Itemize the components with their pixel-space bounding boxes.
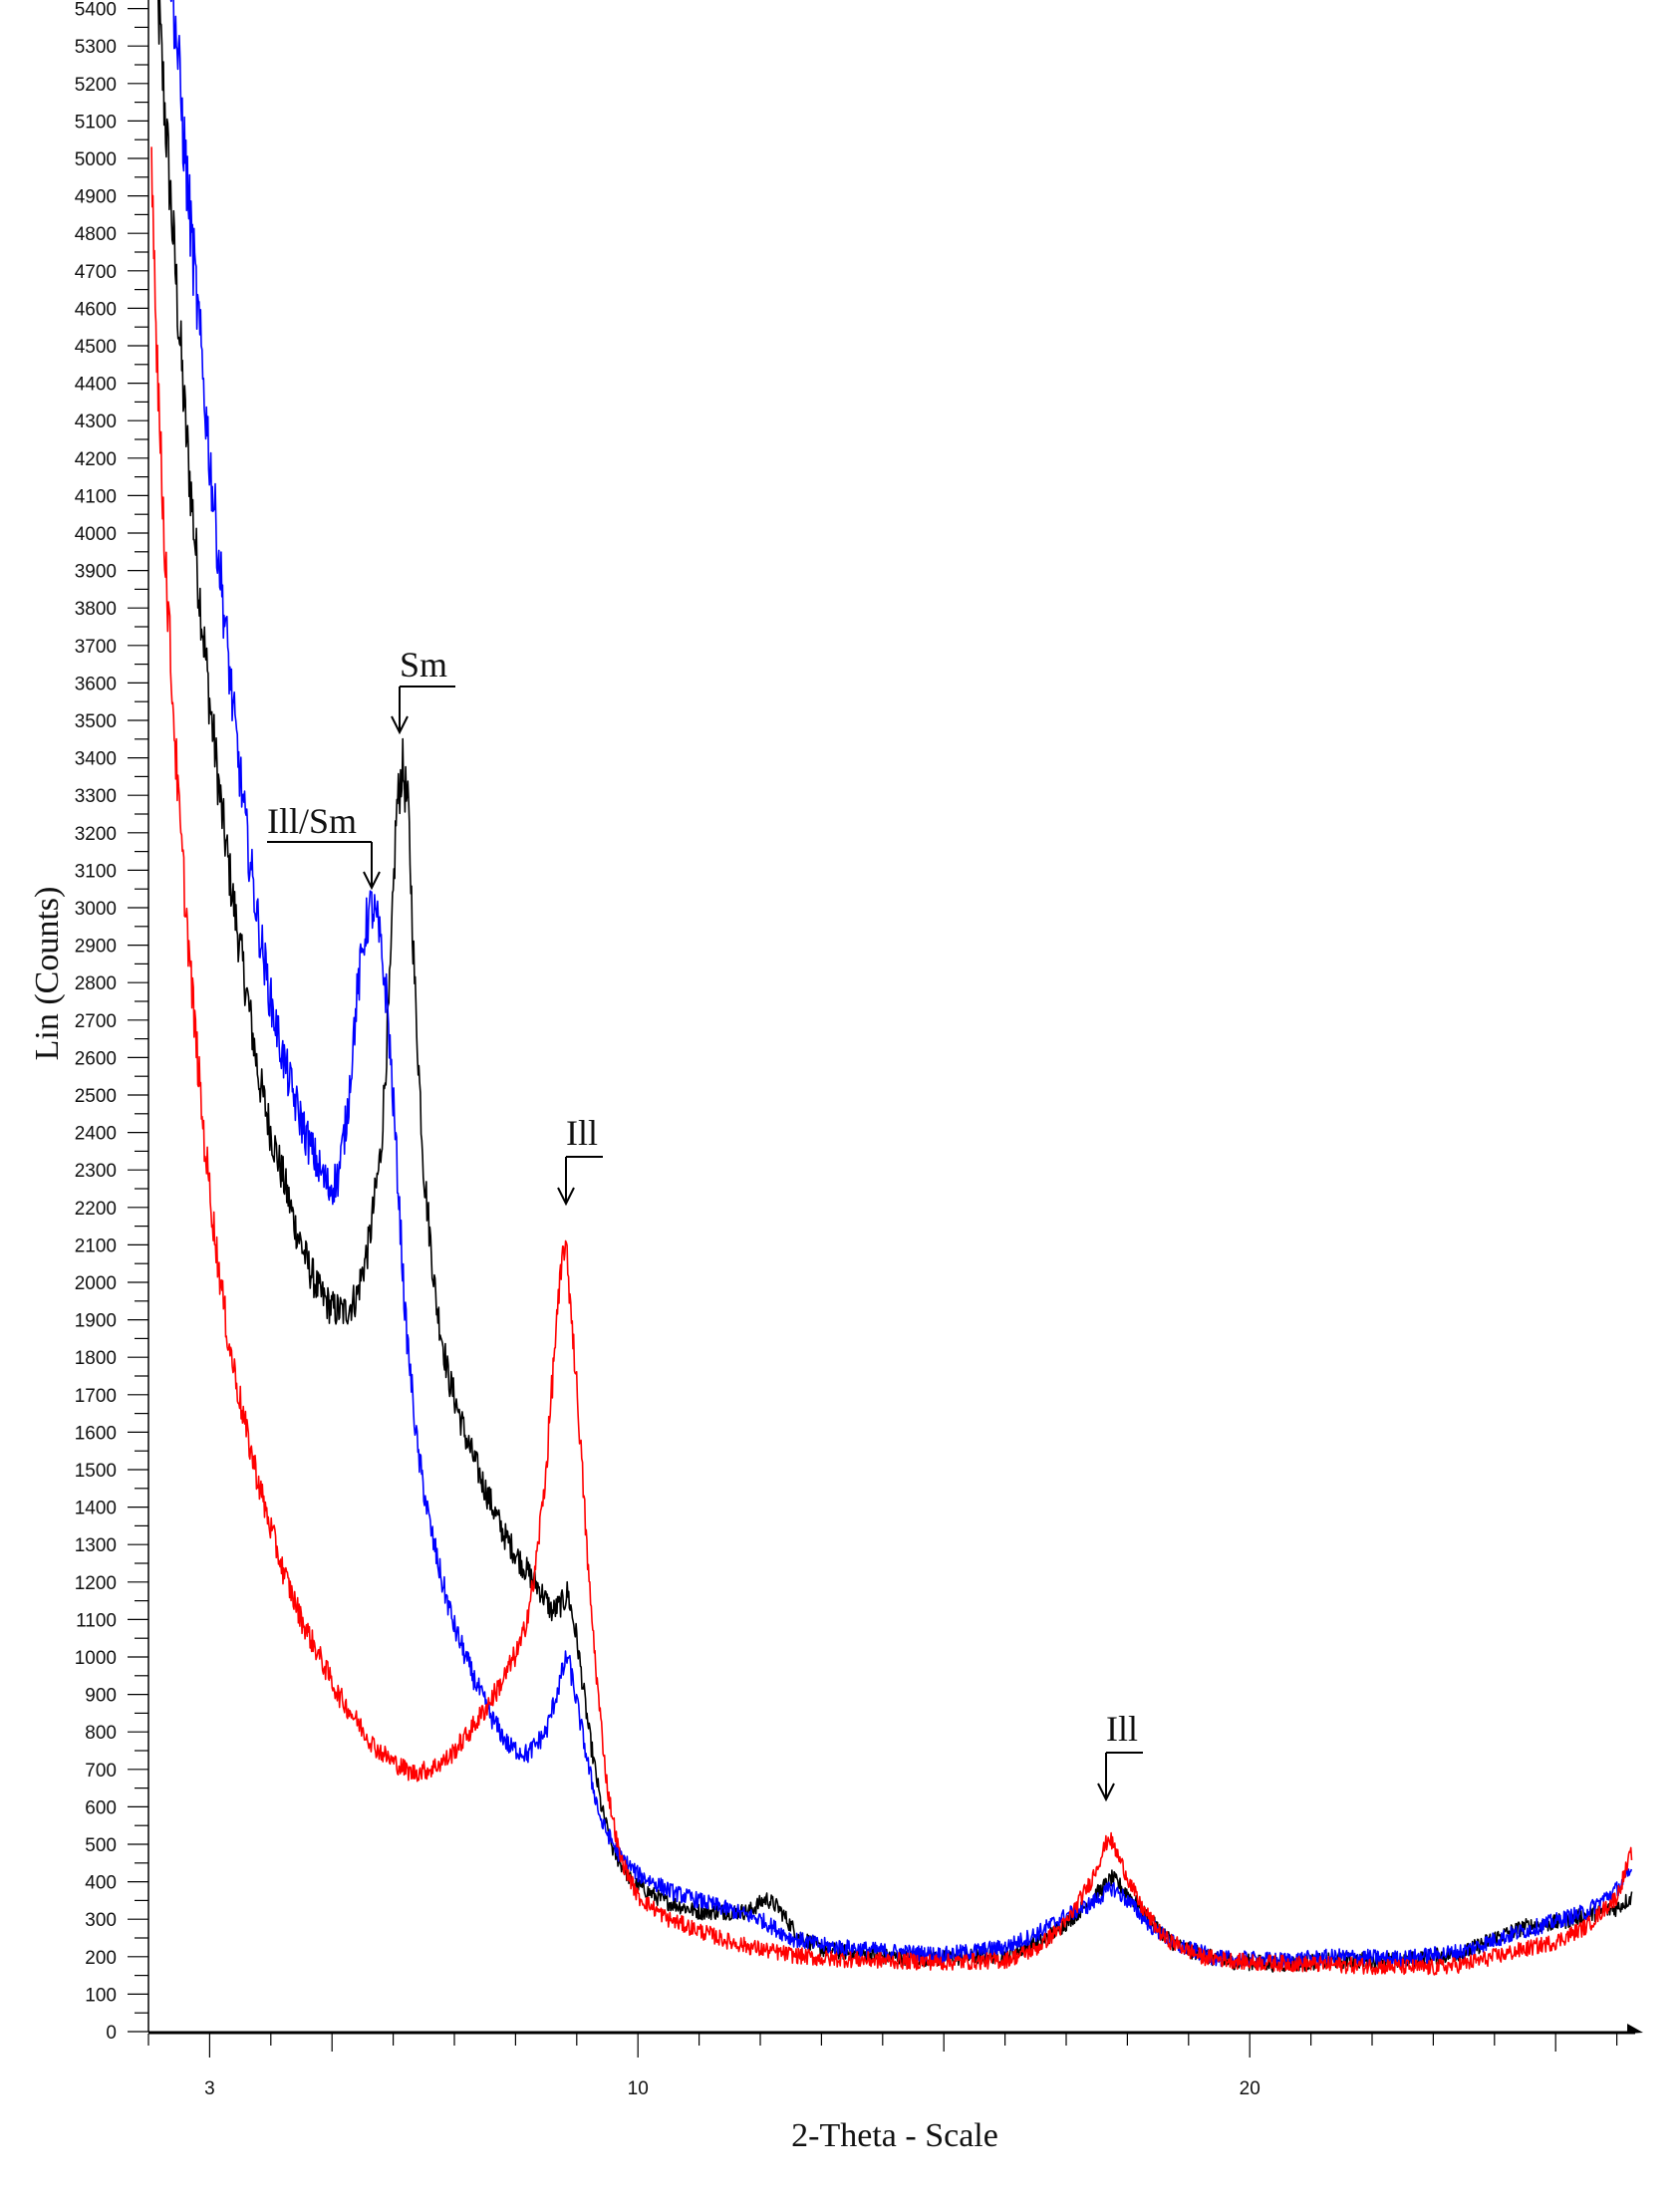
y-tick-label: 5100	[75, 112, 117, 133]
annotation-ill-sm: Ill/Sm	[267, 801, 381, 891]
y-tick-label: 2500	[75, 1086, 117, 1107]
y-tick-label: 4300	[75, 412, 117, 432]
y-tick-label: 200	[85, 1948, 117, 1969]
y-tick-label: 800	[85, 1723, 117, 1744]
y-tick-label: 5300	[75, 37, 117, 58]
arrow-down-icon	[391, 715, 409, 735]
arrow-down-icon	[1097, 1783, 1115, 1802]
y-tick-label: 4900	[75, 187, 117, 208]
y-tick-label: 2900	[75, 937, 117, 958]
y-tick-label: 2700	[75, 1011, 117, 1032]
y-tick-label: 1900	[75, 1311, 117, 1332]
y-tick-label: 4200	[75, 449, 117, 470]
y-tick-label: 4600	[75, 299, 117, 320]
y-tick-label: 3300	[75, 786, 117, 807]
y-tick-label: 5000	[75, 149, 117, 170]
series-red-line	[150, 146, 1633, 1976]
annotation-label: Sm	[400, 645, 447, 685]
series-black-line	[157, 0, 1633, 1973]
annotation-ill: Ill	[1097, 1709, 1143, 1802]
y-tick-label: 900	[85, 1686, 117, 1707]
y-tick-label: 3600	[75, 674, 117, 694]
arrow-down-icon	[363, 871, 381, 891]
y-axis: 0 100 200 300 400 500 600 700 800 900 1000 1100 1200…	[75, 0, 149, 2044]
y-tick-label: 5200	[75, 75, 117, 96]
y-tick-label: 4000	[75, 524, 117, 545]
y-tick-label: 1100	[76, 1610, 117, 1631]
y-tick-label: 3700	[75, 637, 117, 658]
y-tick-label: 3800	[75, 599, 117, 620]
y-tick-label: 300	[85, 1910, 117, 1931]
y-tick-label: 600	[85, 1797, 117, 1818]
y-tick-label: 400	[85, 1873, 117, 1894]
y-tick-label: 2400	[75, 1124, 117, 1145]
y-tick-label: 100	[85, 1985, 117, 2006]
y-tick-label: 1600	[75, 1423, 117, 1444]
x-axis-title: 2-Theta - Scale	[791, 2117, 998, 2154]
series-blue-line	[169, 0, 1633, 1969]
y-tick-label: 5400	[75, 0, 117, 21]
annotation-ill: Ill	[557, 1113, 603, 1207]
y-axis-title: Lin (Counts)	[29, 887, 66, 1061]
annotation-label: Ill/Sm	[267, 801, 357, 841]
y-tick-label: 700	[85, 1761, 117, 1782]
x-axis-arrow-icon	[1627, 2024, 1644, 2034]
y-tick-label: 1800	[75, 1348, 117, 1369]
y-tick-label: 500	[85, 1835, 117, 1856]
y-tick-label: 2100	[75, 1236, 117, 1256]
y-tick-label: 4100	[75, 486, 117, 507]
y-tick-label: 4400	[75, 375, 117, 396]
y-tick-label: 3100	[75, 861, 117, 882]
y-tick-label: 3500	[75, 711, 117, 732]
plot-traces	[150, 0, 1633, 1976]
annotation-sm: Sm	[391, 645, 455, 735]
annotation-label: Ill	[1106, 1709, 1138, 1749]
y-tick-label: 4800	[75, 224, 117, 245]
y-tick-label: 3000	[75, 899, 117, 920]
annotation-label: Ill	[566, 1113, 598, 1153]
x-tick-label: 10	[628, 2078, 649, 2099]
x-tick-label: 20	[1240, 2078, 1260, 2099]
y-tick-label: 3900	[75, 562, 117, 583]
y-tick-label: 3400	[75, 749, 117, 770]
y-tick-label: 4500	[75, 337, 117, 358]
x-axis: 3 10 20	[147, 2024, 1644, 2099]
y-tick-label: 2000	[75, 1273, 117, 1294]
y-tick-label: 2200	[75, 1199, 117, 1220]
y-tick-label: 1300	[75, 1535, 117, 1556]
y-tick-label: 2300	[75, 1161, 117, 1182]
y-tick-label: 2800	[75, 973, 117, 994]
y-tick-label: 3200	[75, 824, 117, 845]
y-tick-label: 1500	[75, 1461, 117, 1482]
y-tick-label: 1700	[75, 1386, 117, 1407]
y-tick-label: 4700	[75, 262, 117, 283]
y-tick-label: 0	[106, 2023, 117, 2044]
y-tick-label: 1000	[75, 1648, 117, 1669]
peak-annotations: Sm Ill/Sm Ill Ill	[267, 645, 1143, 1802]
y-tick-label: 1200	[75, 1573, 117, 1594]
arrow-down-icon	[557, 1187, 575, 1207]
y-tick-label: 1400	[75, 1499, 117, 1519]
x-tick-label: 3	[204, 2078, 215, 2099]
y-tick-label: 2600	[75, 1048, 117, 1069]
